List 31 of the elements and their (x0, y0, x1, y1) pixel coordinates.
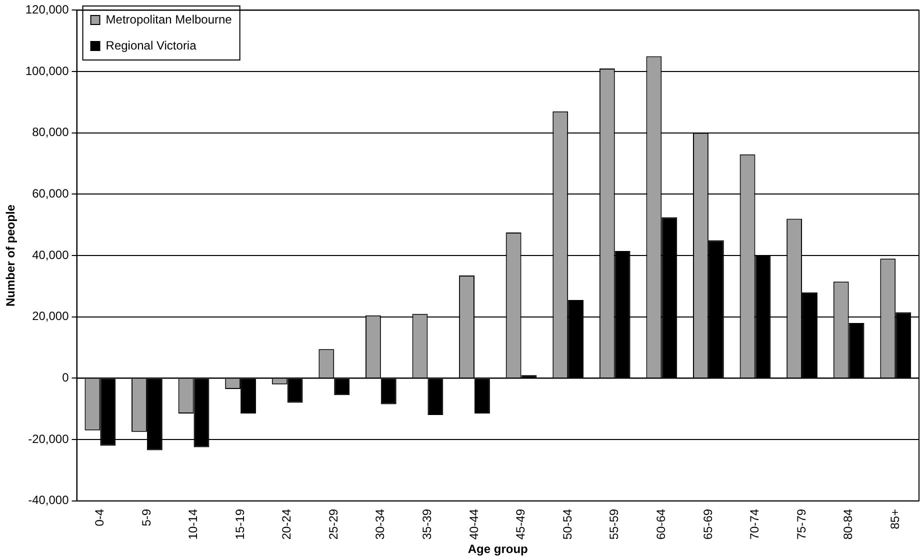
x-tick-label: 60-64 (654, 508, 668, 540)
x-tick-label: 30-34 (373, 508, 388, 540)
x-tick-label: 70-74 (748, 508, 762, 540)
y-tick-label: 40,000 (32, 248, 70, 262)
x-tick-label: 40-44 (466, 508, 481, 540)
x-tick-label: 0-4 (92, 508, 106, 526)
x-tick-label: 65-69 (700, 508, 715, 540)
x-tick-label: 20-24 (280, 508, 294, 540)
x-tick-label: 55-59 (607, 508, 622, 540)
y-tick-label: 60,000 (32, 186, 70, 201)
x-tick-label: 15-19 (232, 508, 247, 540)
x-tick-label: 45-49 (514, 508, 528, 540)
x-tick-label: 10-14 (186, 508, 200, 540)
y-tick-label: 0 (62, 370, 70, 385)
x-tick-label: 25-29 (326, 508, 340, 540)
y-axis-title: Number of people (4, 204, 18, 307)
y-tick-label: 20,000 (32, 309, 70, 324)
x-tick-label: 75-79 (794, 508, 808, 540)
y-tick-label: -40,000 (28, 493, 70, 508)
x-tick-label: 80-84 (841, 508, 856, 540)
legend-label: Metropolitan Melbourne (106, 12, 232, 26)
x-axis-title: Age group (468, 542, 528, 556)
y-tick-label: 120,000 (25, 2, 70, 17)
legend-label: Regional Victoria (106, 38, 197, 52)
x-tick-label: 50-54 (560, 508, 574, 540)
x-tick-label: 35-39 (420, 508, 434, 540)
y-tick-label: -20,000 (28, 432, 70, 446)
x-tick-label: 85+ (888, 508, 902, 530)
y-tick-label: 100,000 (25, 64, 70, 78)
x-tick-label: 5-9 (139, 508, 154, 526)
y-tick-label: 80,000 (32, 125, 70, 140)
